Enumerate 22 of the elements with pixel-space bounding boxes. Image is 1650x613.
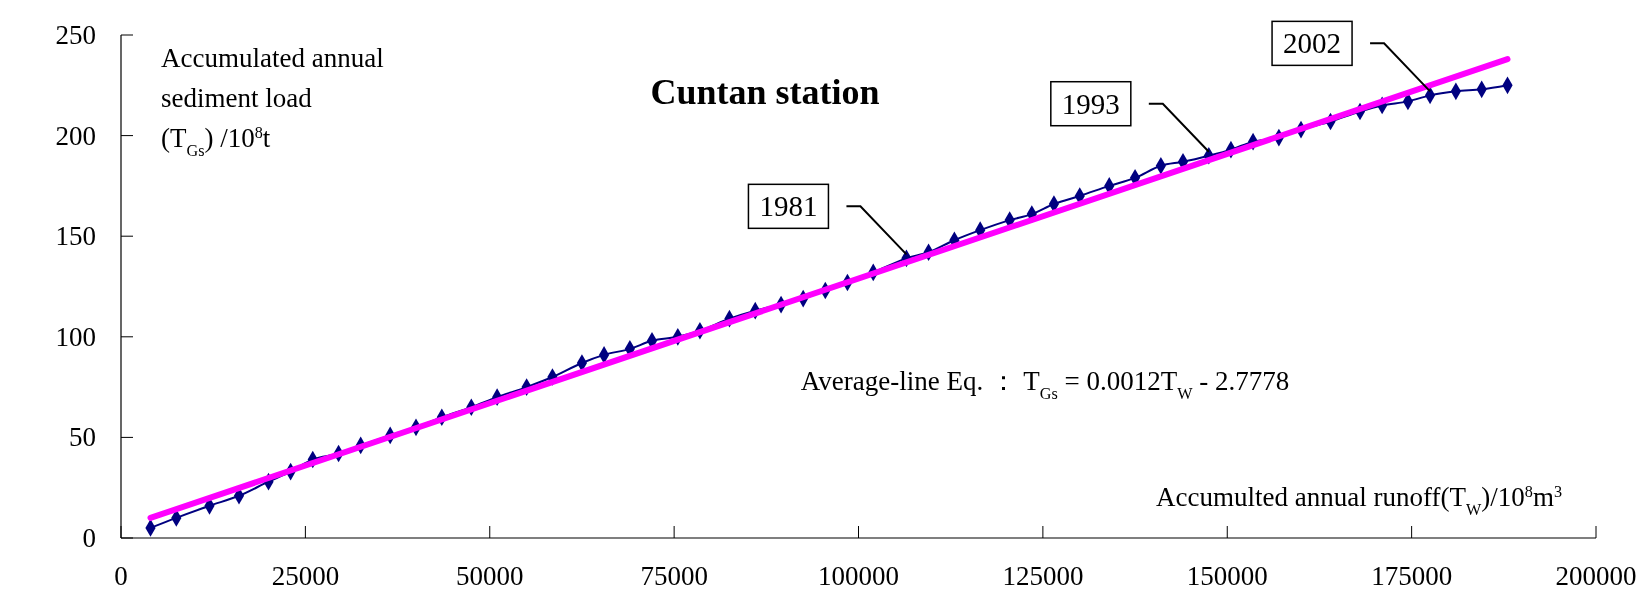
- x-tick-label: 0: [114, 561, 128, 591]
- annotation: Average-line Eq. ： T$_{Gs}$ = 0.0012T$_{W}$ - 2.7778: [800, 366, 1290, 403]
- y-tick-label: 0: [82, 523, 96, 553]
- annotation: 1981: [759, 190, 818, 223]
- x-tick-label: 125000: [1002, 561, 1084, 591]
- x-axis-title: Accumulted annual runoff(T$_{W}$)/10$^{8}$m$^{3}$: [1156, 482, 1562, 519]
- y-tick-label: 250: [55, 20, 96, 50]
- x-tick-label: 25000: [271, 561, 340, 591]
- y-tick-label: 200: [55, 120, 96, 151]
- y-tick-label: 50: [69, 422, 96, 453]
- x-tick-label: 50000: [456, 561, 524, 591]
- y-axis-title: Accumulated annual sediment load (T$_{Gs}$) /10$^{8}$t: [161, 43, 384, 160]
- text: Cuntan station: [650, 72, 880, 112]
- x-tick-label: 75000: [640, 561, 708, 591]
- x-tick-label: 200000: [1555, 561, 1637, 591]
- y-tick-label: 100: [55, 321, 96, 352]
- annotation: 1993: [1061, 87, 1120, 120]
- annotation: 2002: [1283, 27, 1342, 60]
- y-tick-label: 150: [55, 221, 96, 252]
- x-tick-label: 100000: [818, 561, 899, 591]
- x-tick-label: 175000: [1371, 561, 1453, 591]
- x-tick-label: 150000: [1186, 561, 1268, 591]
